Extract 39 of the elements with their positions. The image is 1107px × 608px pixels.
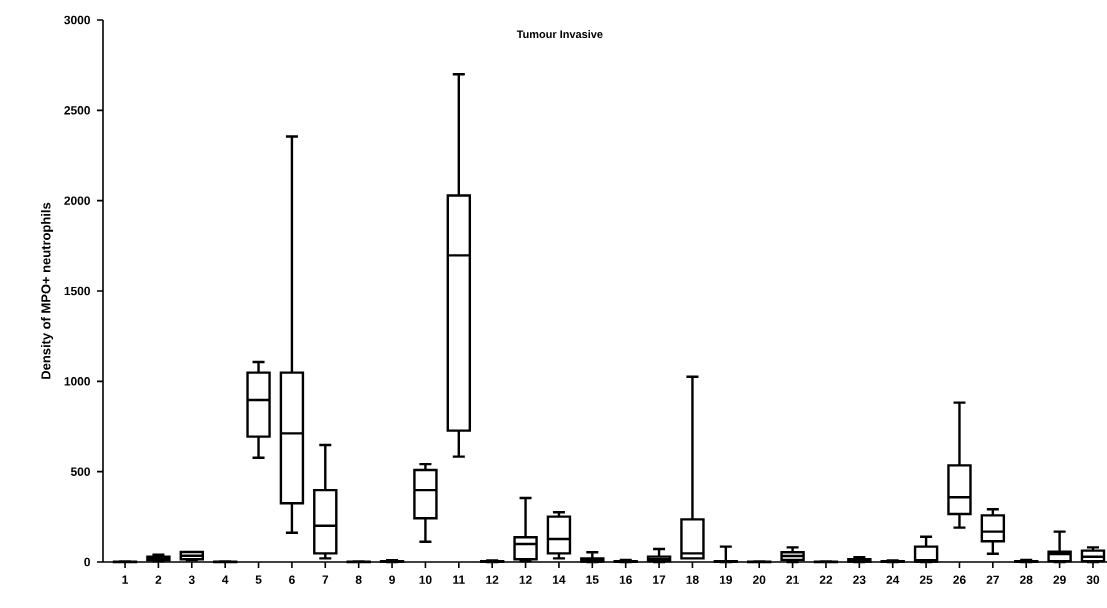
x-tick-label: 14 [553, 575, 566, 584]
x-tick-label: 23 [853, 575, 866, 585]
x-tick-label: 26 [953, 575, 966, 584]
x-tick-label: 5 [255, 575, 262, 584]
x-tick-label: 1 [122, 575, 129, 584]
x-tick-label: 4 [222, 575, 229, 584]
x-tick-label: 17 [653, 575, 666, 584]
x-tick-label: 9 [389, 575, 395, 584]
y-axis-title: Density of MPO+ neutrophils [40, 202, 54, 379]
x-tick-label: 27 [986, 575, 999, 584]
x-tick-label: 2 [155, 575, 162, 584]
x-tick-label: 12 [486, 575, 499, 584]
x-tick-label: 11 [453, 575, 465, 584]
x-tick-label: 29 [1053, 575, 1066, 584]
x-tick-label: 7 [322, 575, 329, 584]
x-tick-label: 10 [419, 575, 432, 584]
y-tick-label: 2000 [64, 196, 90, 205]
x-tick-label: 8 [355, 575, 362, 584]
y-tick-label: 1500 [64, 286, 90, 296]
x-tick-label: 20 [752, 575, 766, 584]
x-tick-label: 3 [188, 575, 195, 585]
y-tick-label: 1000 [64, 377, 90, 386]
x-tick-label: 12 [519, 575, 532, 584]
y-tick-label: 3000 [64, 15, 90, 25]
x-tick-label: 21 [786, 575, 799, 584]
x-tick-label: 22 [819, 575, 833, 584]
x-tick-label: 19 [719, 575, 733, 584]
y-tick-label: 2500 [64, 106, 90, 115]
x-tick-label: 15 [586, 575, 599, 584]
y-tick-label: 0 [84, 557, 90, 567]
x-tick-label: 28 [1019, 575, 1033, 584]
x-tick-label: 30 [1086, 575, 1100, 585]
y-tick-label: 500 [70, 467, 90, 476]
text: Tumour Invasive [516, 30, 603, 39]
x-tick-label: 25 [919, 575, 933, 584]
x-tick-label: 16 [619, 575, 632, 584]
x-tick-label: 18 [686, 575, 699, 584]
x-tick-label: 24 [886, 575, 900, 584]
x-tick-label: 6 [289, 575, 295, 584]
